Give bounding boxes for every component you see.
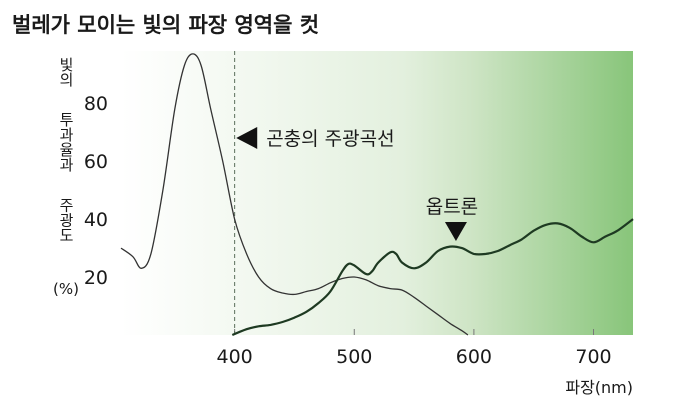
annotation-down-triangle-icon — [444, 222, 467, 242]
y-axis-label-line: 주광도 — [57, 198, 75, 243]
series-line-optron — [231, 218, 634, 337]
y-tick-label: 20 — [84, 267, 108, 289]
annotation-left-triangle-icon — [236, 126, 258, 149]
y-axis-label-line: 빛의 — [57, 57, 75, 87]
annotation-label: 곤충의 주광곡선 — [266, 128, 394, 150]
chart-title: 벌레가 모이는 빛의 파장 영역을 컷 — [12, 13, 319, 37]
series-line-insect-curve — [120, 53, 469, 336]
x-tick-label: 700 — [575, 346, 611, 368]
series-layer — [120, 53, 634, 337]
y-tick-label: 60 — [84, 151, 108, 173]
y-axis-label-line: (%) — [53, 280, 79, 298]
x-tick-label: 400 — [217, 346, 253, 368]
x-axis-label: 파장(nm) — [565, 378, 633, 397]
y-tick-label: 40 — [84, 209, 108, 231]
y-axis-label-line: 투과율과 — [57, 112, 75, 172]
annotation-label: 옵트론 — [426, 196, 478, 218]
x-tick-label: 500 — [336, 346, 372, 368]
x-tick-label: 600 — [456, 346, 492, 368]
y-tick-labels: 20 40 60 80 — [84, 93, 108, 289]
plot-area — [121, 51, 633, 335]
y-tick-label: 80 — [84, 93, 108, 115]
x-tick-labels: 400 500 600 700 — [217, 329, 612, 368]
